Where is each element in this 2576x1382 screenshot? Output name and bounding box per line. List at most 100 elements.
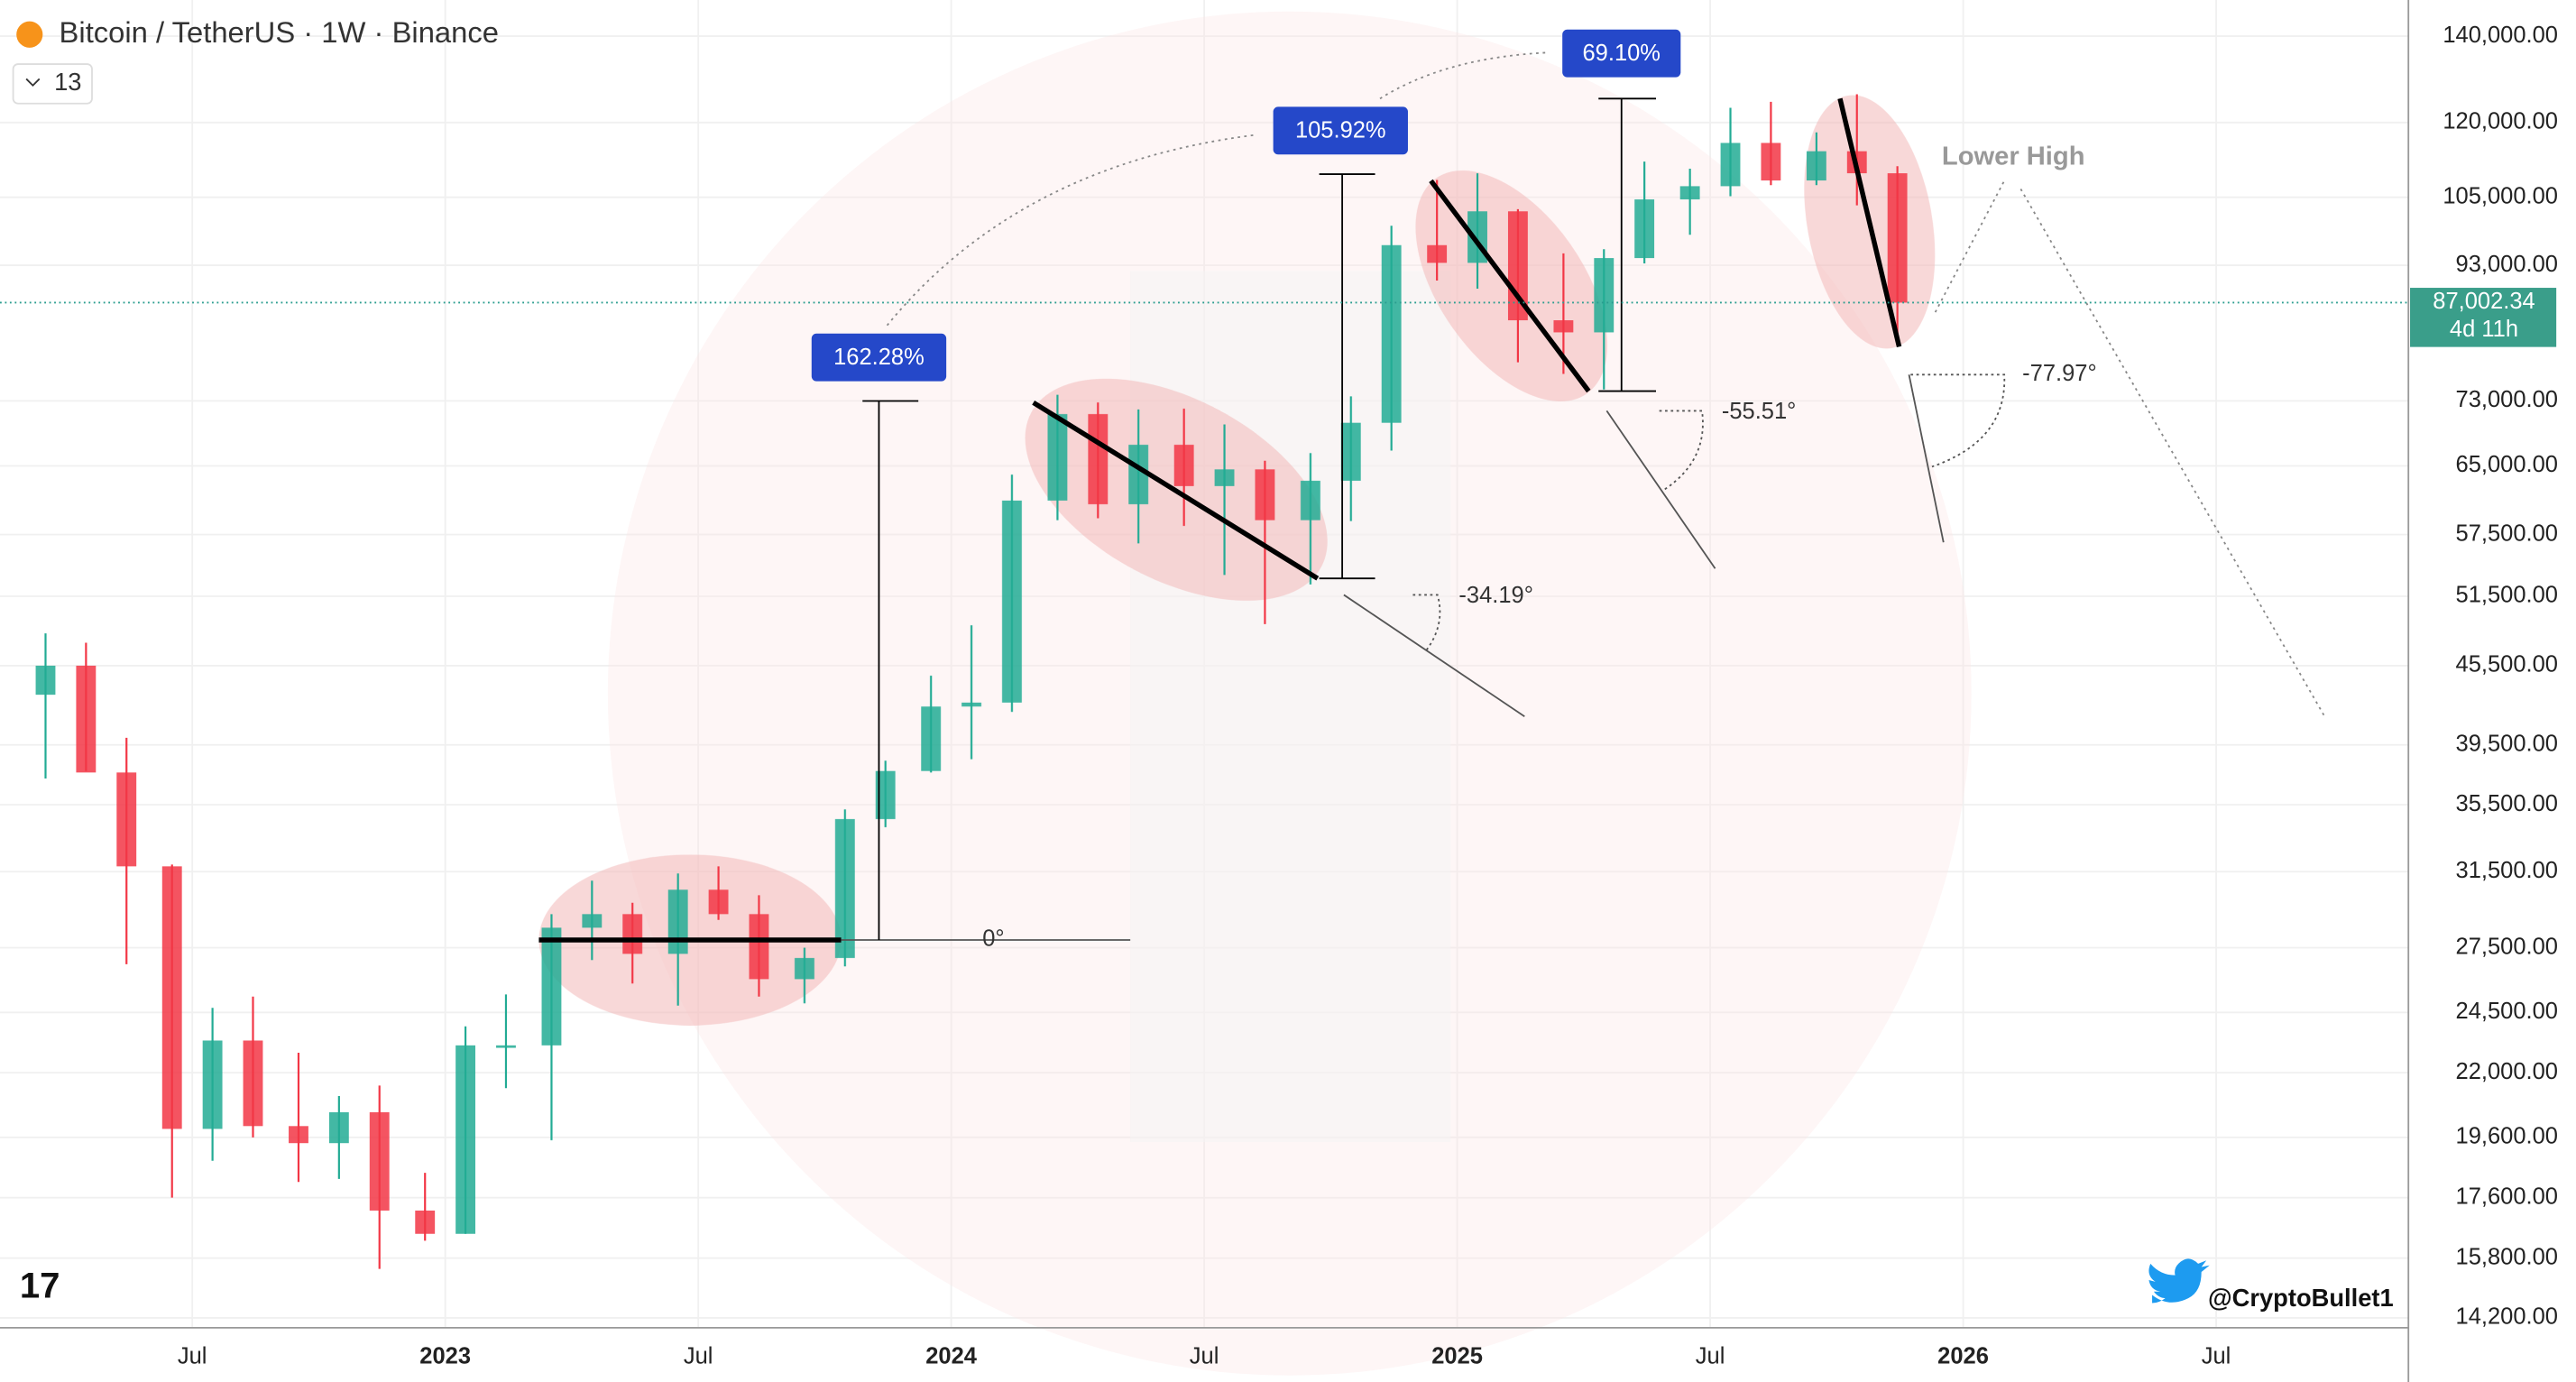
y-tick-label: 57,500.00 xyxy=(2456,521,2558,546)
candle-body xyxy=(161,866,182,1129)
y-tick-label: 39,500.00 xyxy=(2456,731,2558,756)
indicator-count: 13 xyxy=(54,68,81,96)
y-tick-label: 73,000.00 xyxy=(2456,387,2558,412)
y-tick-label: 19,600.00 xyxy=(2456,1124,2558,1149)
angle-line xyxy=(1908,374,1945,543)
candle-body xyxy=(708,889,729,915)
angle-arcs xyxy=(1412,373,2006,651)
candle-body xyxy=(1427,244,1448,263)
last-price-label: 87,002.34 xyxy=(2433,289,2535,314)
candle-body xyxy=(541,927,562,1046)
candle-body xyxy=(1679,186,1700,200)
candle-body xyxy=(1381,244,1402,423)
x-tick-label: 2023 xyxy=(419,1343,471,1368)
pct-box xyxy=(811,333,947,382)
angle-line xyxy=(1605,410,1716,569)
candle-body xyxy=(961,702,981,707)
x-tick-label: Jul xyxy=(1190,1343,1219,1368)
twitter-icon xyxy=(2148,1258,2210,1304)
countdown-label: 4d 11h xyxy=(2450,317,2518,342)
pct-label: 105.92% xyxy=(1295,117,1386,143)
candle-body xyxy=(875,770,896,819)
y-tick-label: 22,000.00 xyxy=(2456,1059,2558,1084)
indicator-button[interactable] xyxy=(12,63,93,105)
candle-body xyxy=(369,1111,390,1211)
candle-body xyxy=(1806,151,1826,181)
y-tick-label: 45,500.00 xyxy=(2456,652,2558,677)
lower-high-label: Lower High xyxy=(1942,143,2085,171)
y-tick-label: 35,500.00 xyxy=(2456,791,2558,816)
candle-body xyxy=(455,1045,476,1234)
y-tick-label: 31,500.00 xyxy=(2456,858,2558,883)
y-tick-label: 17,600.00 xyxy=(2456,1184,2558,1209)
y-tick-label: 15,800.00 xyxy=(2456,1244,2558,1269)
y-tick-label: 120,000.00 xyxy=(2443,109,2558,134)
projection-paths xyxy=(886,51,2326,717)
x-tick-label: 2026 xyxy=(1937,1343,1989,1368)
x-tick-label: Jul xyxy=(2202,1343,2231,1368)
trend-line xyxy=(1837,97,1902,347)
candle-body xyxy=(1173,445,1194,486)
x-tick-label: Jul xyxy=(1696,1343,1725,1368)
candle-body xyxy=(1002,500,1022,703)
candle-body xyxy=(1300,480,1320,521)
pct-box xyxy=(1273,106,1408,155)
candle-body xyxy=(1887,173,1908,303)
trend-line xyxy=(1032,400,1320,581)
candle-body xyxy=(116,772,137,867)
angle-line xyxy=(1343,594,1525,717)
pct-label: 162.28% xyxy=(833,345,925,370)
candle-body xyxy=(1594,258,1615,333)
chart-title: Bitcoin / TetherUS · 1W · Binance xyxy=(60,15,499,49)
trend-line xyxy=(1429,179,1591,393)
candle-body xyxy=(622,914,643,954)
price-axis xyxy=(2408,0,2576,1382)
y-tick-label: 65,000.00 xyxy=(2456,452,2558,477)
candle-body xyxy=(582,914,603,928)
candle-body xyxy=(243,1040,263,1127)
watermark-text: @CryptoBullet1 xyxy=(2208,1284,2394,1312)
drawings xyxy=(538,51,2326,943)
candle-body xyxy=(1255,469,1275,521)
candle-body xyxy=(35,665,56,696)
candle-body xyxy=(749,914,769,980)
angle-label: -34.19° xyxy=(1458,583,1533,608)
pct-box xyxy=(1562,29,1681,78)
measure-lines xyxy=(862,97,1656,940)
candle-body xyxy=(1214,469,1235,486)
candle-body xyxy=(1553,320,1574,333)
candle-body xyxy=(1634,199,1655,259)
candle-body xyxy=(795,957,814,980)
coin-icon xyxy=(16,21,43,48)
y-tick-label: 105,000.00 xyxy=(2443,183,2558,208)
y-tick-label: 140,000.00 xyxy=(2443,23,2558,48)
angle-label: -77.97° xyxy=(2022,361,2097,386)
angle-label: 0° xyxy=(982,926,1004,952)
candle-body xyxy=(496,1045,516,1048)
y-tick-label: 24,500.00 xyxy=(2456,999,2558,1024)
x-tick-label: 2025 xyxy=(1431,1343,1483,1368)
candle-body xyxy=(1761,143,1781,181)
candle-body xyxy=(921,706,942,771)
x-tick-label: Jul xyxy=(178,1343,207,1368)
y-tick-label: 14,200.00 xyxy=(2456,1304,2558,1330)
candle-body xyxy=(415,1210,436,1234)
candle-body xyxy=(1340,422,1361,481)
y-tick-label: 27,500.00 xyxy=(2456,934,2558,959)
candle-body xyxy=(1047,414,1068,501)
x-tick-label: Jul xyxy=(684,1343,713,1368)
axes: 14,200.00 15,800.00 17,600.00 19,600.00 22,0… xyxy=(0,23,2558,1368)
y-tick-label: 93,000.00 xyxy=(2456,252,2558,277)
candle-body xyxy=(1128,445,1149,504)
last-price-box xyxy=(2410,288,2557,347)
candle-body xyxy=(667,889,688,954)
angle-label: -55.51° xyxy=(1722,399,1797,424)
y-tick-label: 51,500.00 xyxy=(2456,583,2558,608)
candle-body xyxy=(1088,414,1109,504)
candle-body xyxy=(834,818,855,958)
candle-body xyxy=(328,1111,349,1144)
candle-body xyxy=(289,1126,308,1144)
tv-logo: 17 xyxy=(20,1267,60,1306)
